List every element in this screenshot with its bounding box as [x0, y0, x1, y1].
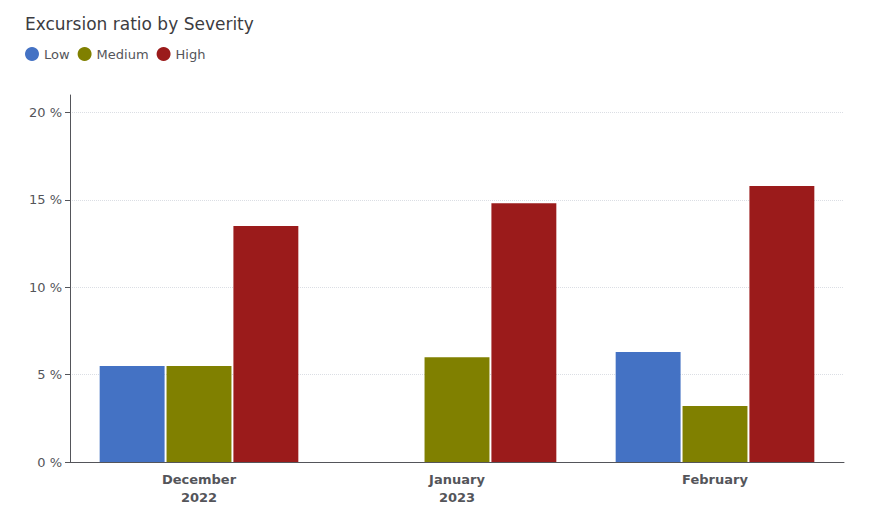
- svg-text:High: High: [176, 47, 206, 62]
- svg-text:5 %: 5 %: [37, 367, 62, 382]
- svg-text:15 %: 15 %: [29, 192, 62, 207]
- svg-text:2022: 2022: [181, 490, 217, 505]
- svg-text:20 %: 20 %: [29, 105, 62, 120]
- svg-text:10 %: 10 %: [29, 280, 62, 295]
- svg-text:Excursion ratio by Severity: Excursion ratio by Severity: [25, 14, 254, 34]
- svg-text:Medium: Medium: [97, 47, 149, 62]
- svg-text:Low: Low: [44, 47, 70, 62]
- svg-text:December: December: [162, 472, 237, 487]
- svg-text:2023: 2023: [439, 490, 475, 505]
- svg-text:January: January: [428, 472, 485, 487]
- svg-text:0 %: 0 %: [37, 455, 62, 470]
- svg-text:February: February: [682, 472, 748, 487]
